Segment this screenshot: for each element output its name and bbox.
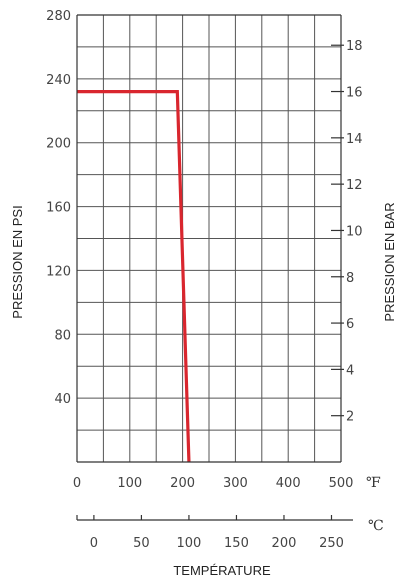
y-tick-label-bar: 12	[346, 178, 363, 193]
y-axis-right-title: PRESSION EN BAR	[382, 202, 397, 321]
x-tick-label-c: 250	[319, 536, 344, 551]
y-tick-label-psi: 120	[46, 264, 71, 279]
y-tick-label-bar: 2	[346, 410, 354, 425]
y-tick-label-bar: 18	[346, 39, 363, 54]
y-tick-label-bar: 14	[346, 132, 363, 147]
y-tick-label-psi: 160	[46, 201, 71, 216]
x-tick-label-c: 50	[133, 536, 150, 551]
y-axis-left-title: PRESSION EN PSI	[10, 205, 25, 318]
y-tick-label-bar: 8	[346, 271, 354, 286]
y-tick-label-psi: 200	[46, 137, 71, 152]
y-tick-label-psi: 80	[54, 328, 71, 343]
series-layer	[77, 90, 191, 463]
y-tick-label-bar: 4	[346, 363, 354, 378]
series-line	[77, 90, 191, 463]
celsius-unit-label: ℃	[368, 518, 384, 534]
x-tick-label-c: 200	[272, 536, 297, 551]
x-tick-label-c: 150	[224, 536, 249, 551]
x-axis-fahrenheit: 0 100 200 300 400 500	[73, 476, 354, 491]
x-tick-label-f: 0	[73, 476, 81, 491]
x-tick-label-f: 100	[117, 476, 142, 491]
plot-frame	[76, 14, 342, 463]
y-axis-bar: 2 4 6 8 10 12 14 16 18	[331, 39, 363, 425]
x-tick-label-f: 400	[276, 476, 301, 491]
y-tick-label-bar: 6	[346, 317, 354, 332]
x-tick-label-c: 0	[90, 536, 98, 551]
y-tick-label-psi: 280	[46, 9, 71, 24]
grid	[77, 15, 341, 462]
x-axis-title: TEMPÉRATURE	[173, 563, 271, 578]
x-axis-celsius: 0 50 100 150 200 250	[76, 515, 353, 551]
x-tick-label-c: 100	[177, 536, 202, 551]
x-tick-label-f: 300	[223, 476, 248, 491]
y-tick-label-bar: 10	[346, 224, 363, 239]
fahrenheit-unit-label: ℉	[366, 475, 381, 491]
y-tick-label-psi: 40	[54, 392, 71, 407]
y-tick-label-psi: 240	[46, 73, 71, 88]
y-tick-label-bar: 16	[346, 86, 363, 101]
x-tick-label-f: 200	[170, 476, 195, 491]
x-tick-label-f: 500	[329, 476, 354, 491]
y-axis-psi: 40 80 120 160 200 240 280	[46, 9, 71, 407]
